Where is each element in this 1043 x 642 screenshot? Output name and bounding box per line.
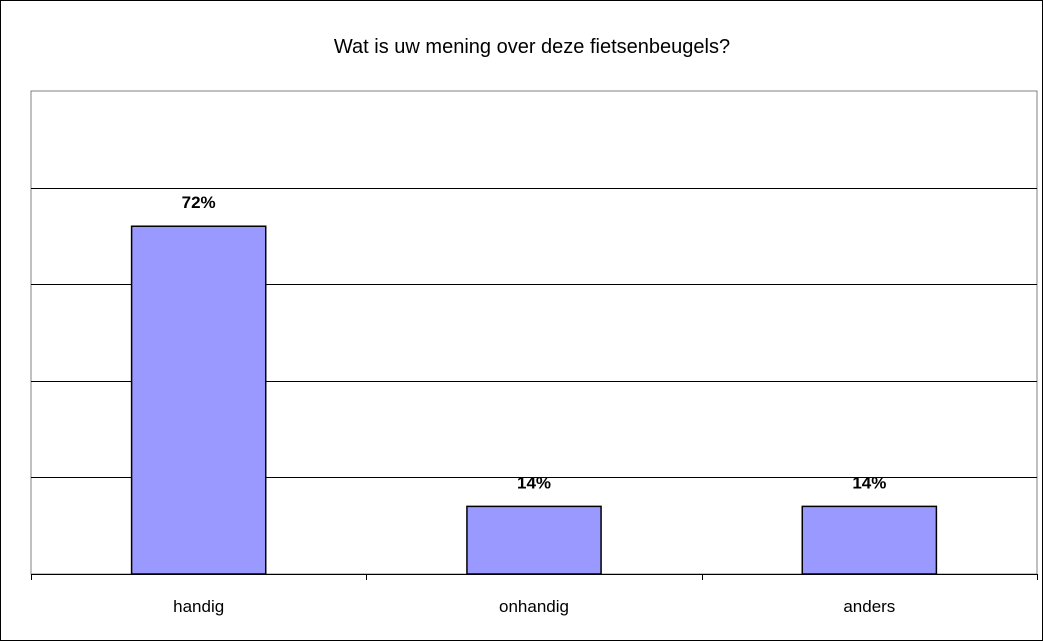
value-labels: 72% 14% 14% (182, 193, 887, 492)
bar-handig (130, 225, 267, 575)
category-label-anders: anders (843, 597, 895, 616)
category-labels: handig onhandig anders (173, 597, 895, 616)
x-axis (31, 574, 1038, 580)
chart-title: Wat is uw mening over deze fietsenbeugel… (334, 36, 730, 58)
value-label-onhandig: 14% (517, 473, 551, 492)
value-label-anders: 14% (852, 473, 886, 492)
bar-onhandig (466, 505, 602, 575)
bar-anders (801, 505, 938, 575)
category-label-handig: handig (173, 597, 224, 616)
category-label-onhandig: onhandig (499, 597, 569, 616)
value-label-handig: 72% (182, 193, 216, 212)
